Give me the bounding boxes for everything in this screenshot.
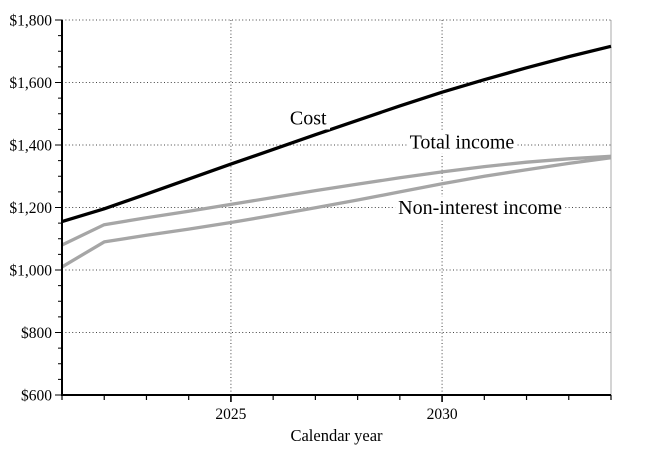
- non-interest-income-label: Non-interest income: [398, 197, 562, 219]
- y-tick-label-1200: $1,200: [9, 200, 52, 217]
- x-axis-title: Calendar year: [290, 426, 383, 445]
- cost-line: [61, 44, 612, 224]
- total-income-label-bg: [406, 131, 518, 154]
- x-tick-label-2025: 2025: [215, 406, 246, 423]
- y-tick-label-1800: $1,800: [9, 12, 52, 29]
- y-tick-label-1000: $1,000: [9, 262, 52, 279]
- total-income-line: [61, 154, 612, 247]
- non-interest-income-label-bg: [395, 196, 566, 219]
- y-tick-label-1400: $1,400: [9, 137, 52, 154]
- y-tick-label-1600: $1,600: [9, 75, 52, 92]
- total-income-label: Total income: [410, 132, 515, 154]
- non-interest-income-line: [61, 156, 612, 269]
- cost-label: Cost: [290, 108, 327, 130]
- cost-label-bg: [286, 107, 330, 130]
- y-tick-label-800: $800: [21, 325, 52, 342]
- y-tick-label-600: $600: [21, 387, 52, 404]
- x-tick-label-2030: 2030: [427, 406, 458, 423]
